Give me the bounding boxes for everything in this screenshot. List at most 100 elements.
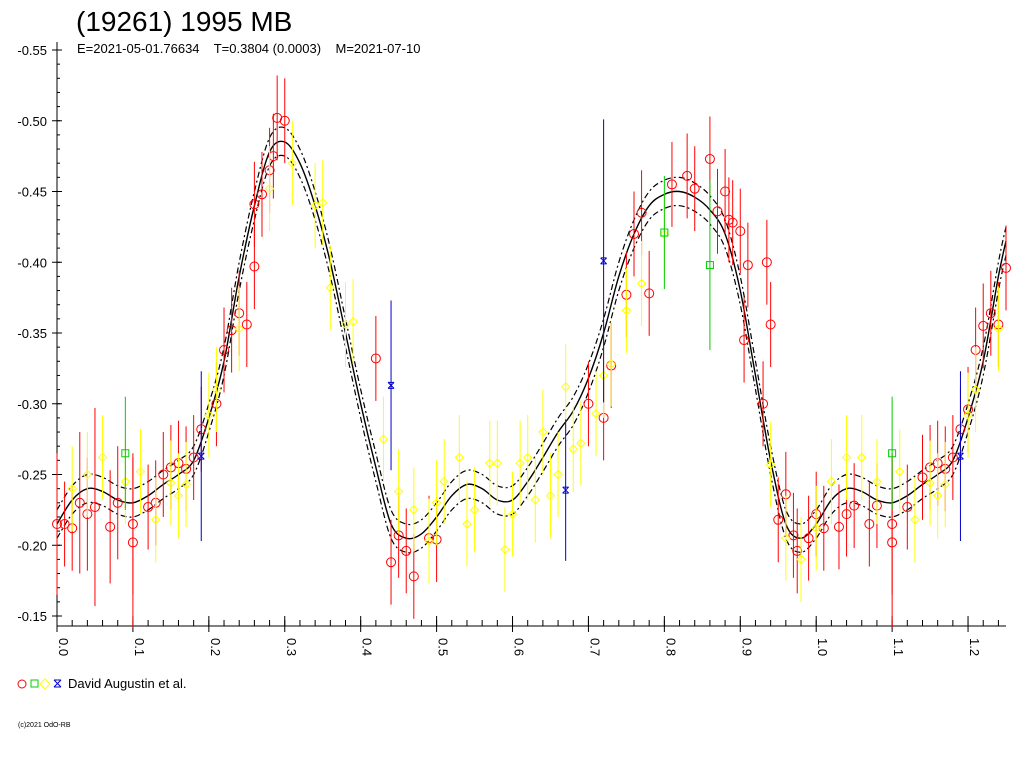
fit-curve (56, 140, 1007, 540)
data-point-red-circle (704, 153, 715, 164)
data-point-red-circle (666, 179, 677, 190)
data-point-blue-cross (600, 257, 607, 265)
data-point-green-square (888, 449, 897, 458)
data-point-red-circle (386, 557, 397, 568)
data-point-yellow-diamond (841, 452, 852, 463)
fit-curves (56, 126, 1007, 554)
legend-label: David Augustin et al. (68, 676, 187, 691)
x-tick-label: 1.0 (815, 638, 830, 656)
data-point-red-circle (682, 170, 693, 181)
data-point-yellow-diamond (910, 515, 920, 525)
data-point-yellow-diamond (507, 509, 518, 519)
x-tick-label: 0.9 (739, 638, 754, 656)
data-point-yellow-diamond (781, 533, 791, 543)
data-point-red-circle (758, 398, 769, 409)
chart-subtitle: E=2021-05-01.76634 T=0.3804 (0.0003) M=2… (77, 41, 420, 56)
data-point-yellow-diamond (538, 427, 548, 437)
data-point-red-circle (272, 112, 283, 123)
data-point-yellow-diamond (340, 319, 351, 330)
data-point-yellow-diamond (469, 505, 480, 515)
data-point-yellow-diamond (409, 505, 419, 515)
legend-blue-cross-icon (53, 679, 62, 688)
data-point-yellow-diamond (925, 478, 935, 488)
data-point-yellow-diamond (560, 382, 571, 392)
data-point-yellow-diamond (181, 479, 191, 490)
y-tick-label: -0.35 (17, 326, 47, 341)
data-point-yellow-diamond (970, 384, 981, 395)
data-point-yellow-diamond (166, 478, 176, 488)
axes: -0.55 -0.50 -0.45 -0.40 -0.35 -0.30 -0.25 -0.20… (17, 42, 1006, 656)
fit-upper-bound (56, 126, 1007, 526)
data-point-yellow-diamond (211, 384, 222, 395)
data-point-red-circle (401, 545, 412, 556)
x-tick-label: 0.0 (56, 638, 71, 656)
data-point-red-circle (917, 472, 928, 483)
y-tick-label: -0.45 (17, 185, 47, 200)
data-point-yellow-diamond (150, 515, 161, 525)
data-point-yellow-diamond (576, 438, 586, 449)
data-point-yellow-diamond (97, 452, 108, 463)
data-point-red-circle (408, 571, 419, 582)
data-point-red-circle (241, 319, 252, 330)
x-tick-label: 1.1 (891, 638, 906, 656)
data-point-red-circle (279, 115, 290, 126)
data-point-red-circle (833, 521, 844, 532)
data-point-yellow-diamond (492, 458, 503, 468)
x-tick-label: 0.8 (663, 638, 678, 656)
y-tick-label: -0.25 (17, 468, 47, 483)
y-tick-label: -0.15 (17, 609, 47, 624)
data-point-yellow-diamond (485, 458, 495, 468)
data-point-yellow-diamond (325, 283, 336, 293)
data-point-red-circle (249, 199, 260, 210)
data-point-yellow-diamond (424, 536, 434, 546)
data-point-red-circle (947, 452, 958, 463)
data-point-yellow-diamond (515, 458, 525, 468)
data-point-red-circle (887, 537, 898, 548)
data-point-red-circle (59, 519, 70, 530)
data-point-red-circle (219, 344, 230, 355)
data-point-yellow-diamond (135, 466, 146, 477)
data-point-red-circle (761, 257, 772, 268)
data-point-red-circle (188, 452, 199, 463)
x-tick-label: 0.5 (436, 638, 451, 656)
legend-yellow-diamond-icon (39, 678, 51, 690)
data-point-red-circle (978, 320, 989, 331)
data-point-red-circle (112, 497, 123, 508)
legend-red-circle-icon (17, 679, 27, 689)
data-points (52, 75, 1011, 628)
data-point-yellow-diamond (606, 359, 616, 369)
data-point-yellow-diamond (530, 495, 541, 505)
data-point-red-circle (158, 469, 169, 480)
data-point-yellow-diamond (932, 491, 943, 501)
data-point-red-circle (902, 502, 913, 513)
data-point-yellow-diamond (393, 486, 404, 497)
data-point-red-circle (268, 151, 279, 162)
data-point-red-circle (644, 288, 655, 299)
data-point-yellow-diamond (545, 491, 556, 501)
data-point-red-circle (628, 228, 639, 239)
data-point-red-circle (803, 533, 814, 544)
data-point-red-circle (636, 207, 647, 218)
y-tick-label: -0.20 (17, 538, 47, 553)
data-point-yellow-diamond (500, 544, 510, 555)
data-point-yellow-diamond (993, 324, 1004, 334)
data-point-yellow-diamond (553, 469, 563, 480)
y-tick-label: -0.55 (17, 43, 47, 58)
data-point-green-square (121, 449, 130, 458)
x-tick-label: 0.7 (587, 638, 602, 656)
x-tick-label: 1.2 (967, 638, 982, 656)
data-point-yellow-diamond (522, 452, 533, 463)
x-tick-label: 0.6 (512, 638, 527, 656)
data-point-red-circle (739, 335, 750, 346)
chart-title: (19261) 1995 MB (76, 6, 292, 37)
data-point-green-square (705, 261, 714, 270)
data-point-red-circle (742, 260, 753, 271)
data-point-yellow-diamond (287, 158, 298, 168)
data-point-blue-cross (957, 452, 964, 460)
data-point-yellow-diamond (796, 554, 806, 565)
data-point-yellow-diamond (439, 476, 449, 487)
data-point-yellow-diamond (173, 491, 184, 501)
data-point-red-circle (765, 319, 776, 330)
data-point-yellow-diamond (310, 200, 320, 211)
